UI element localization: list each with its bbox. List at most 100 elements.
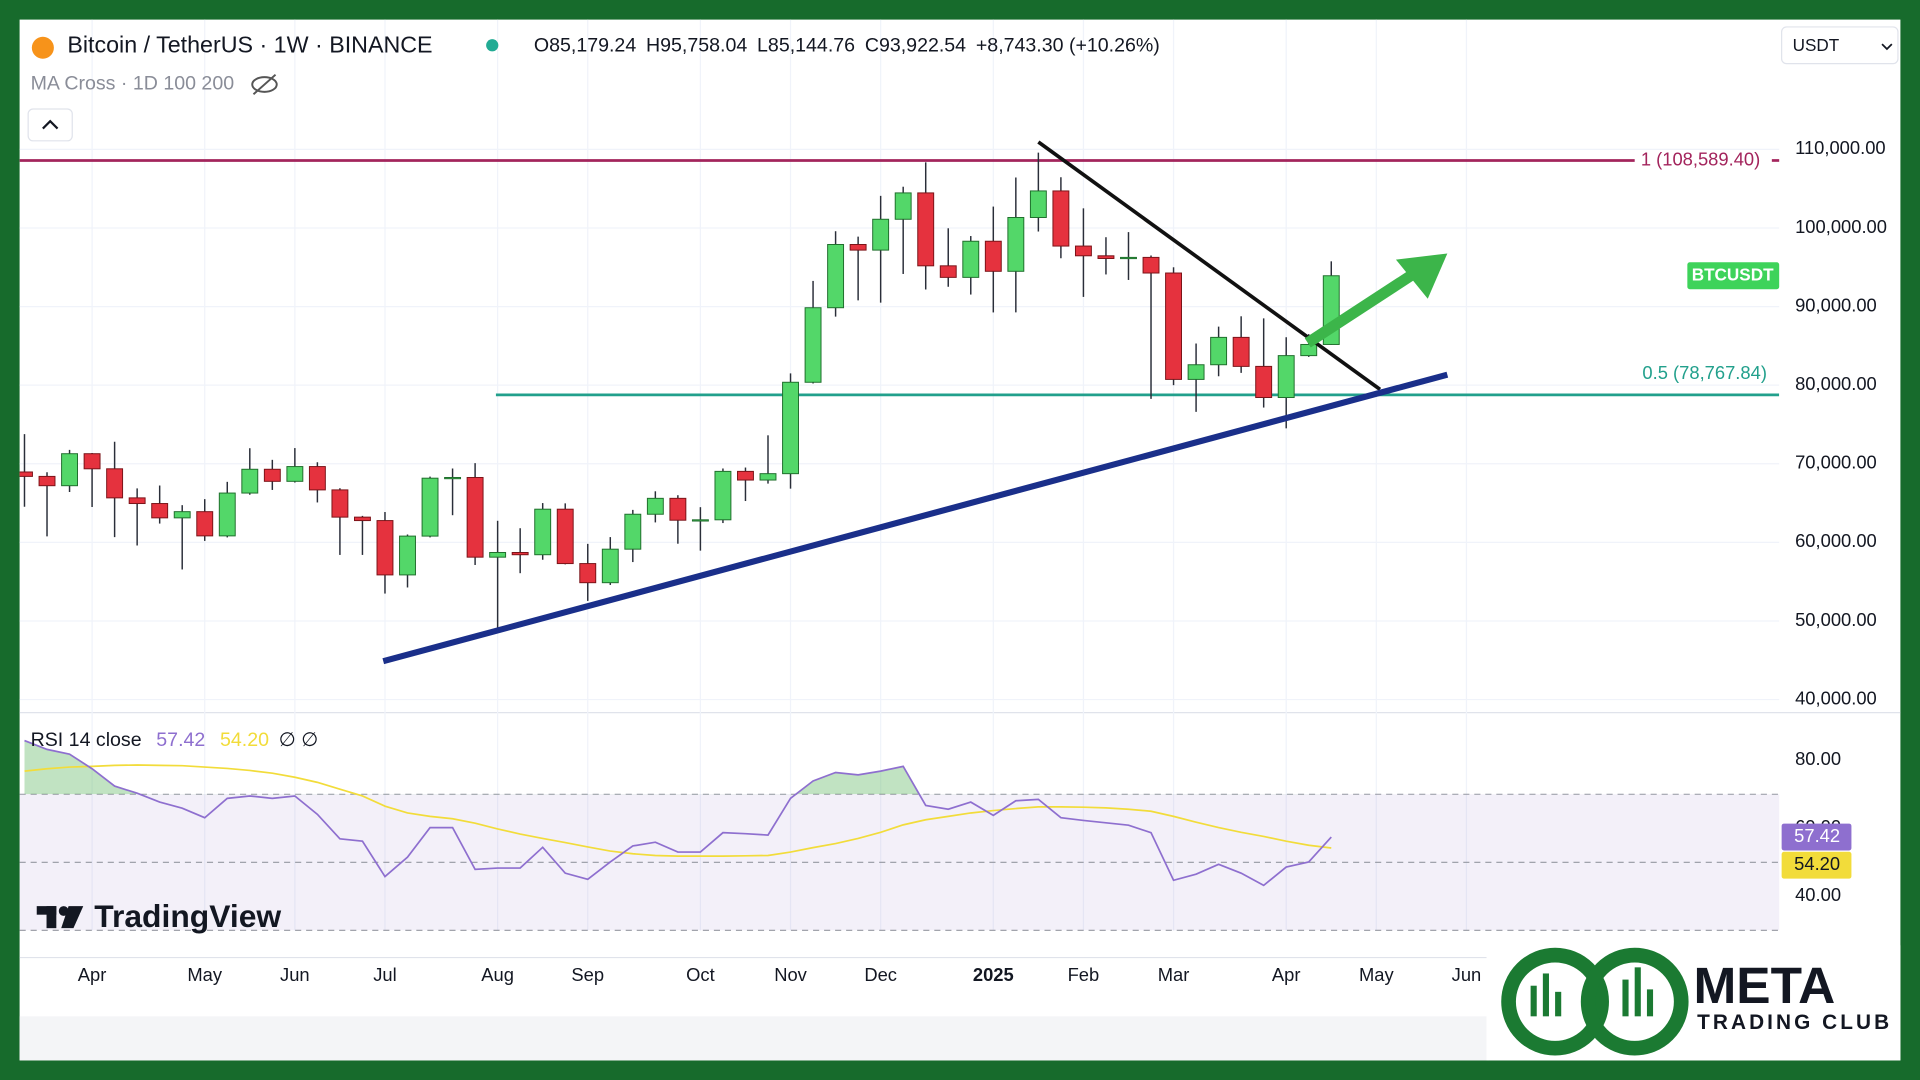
axis-labels: 40,000.00 50,000.00 60,000.00 70,000.00 80,0… xyxy=(78,137,1887,985)
x-tick-label: Aug xyxy=(481,964,514,985)
candle-body xyxy=(1097,255,1115,259)
candle-body xyxy=(1052,190,1070,247)
candle-body xyxy=(376,520,394,576)
candle-body xyxy=(939,265,957,278)
candle-body xyxy=(1007,217,1025,272)
symbol-title: Bitcoin / TetherUS · 1W · BINANCE xyxy=(67,32,432,58)
rsi-legend: RSI 14 close 57.42 54.20 ∅ ∅ xyxy=(31,729,319,751)
candle-body xyxy=(83,453,101,470)
rsi-tick-label: 40.00 xyxy=(1795,884,1841,905)
rsi-band xyxy=(19,794,1780,931)
candle-body xyxy=(714,470,732,521)
candle-body xyxy=(646,497,664,515)
brand-logo: META TRADING CLUB xyxy=(1486,945,1901,1061)
candle-body xyxy=(1142,256,1160,274)
overbought-fill xyxy=(24,740,920,795)
candle-body xyxy=(128,497,146,505)
candle-body xyxy=(218,492,236,537)
candle-body xyxy=(241,468,259,494)
rsi-tag-label: 57.42 xyxy=(1794,825,1840,846)
candle-body xyxy=(601,548,619,584)
grid xyxy=(19,19,1780,931)
currency: USDT xyxy=(1793,35,1840,55)
candle-body xyxy=(106,468,124,499)
candle-body xyxy=(1029,190,1047,218)
x-tick-label: Mar xyxy=(1158,964,1190,985)
rsi-tag-label: 54.20 xyxy=(1794,853,1840,874)
rsi-tick-label: 80.00 xyxy=(1795,748,1841,769)
ohlc-value: C93,922.54 xyxy=(865,35,966,57)
candle-body xyxy=(151,503,169,519)
symbol-icon xyxy=(31,36,54,59)
x-tick-label: Sep xyxy=(571,964,604,985)
watermark: TradingView xyxy=(36,898,281,934)
candle-body xyxy=(872,218,890,251)
candle-body xyxy=(624,513,642,550)
watermark-text: TradingView xyxy=(94,898,281,934)
arrow-shaft xyxy=(1304,264,1424,348)
candle-body xyxy=(354,516,371,522)
candle-body xyxy=(827,243,845,309)
currency-dropdown[interactable]: USDT xyxy=(1781,26,1899,65)
candle-body xyxy=(917,192,935,267)
candle-body xyxy=(579,563,597,584)
y-tick-label: 80,000.00 xyxy=(1795,373,1877,394)
candle-body xyxy=(1210,336,1228,366)
candle-body xyxy=(1120,256,1137,260)
rsi-title: RSI 14 close xyxy=(31,729,142,751)
rsi-line xyxy=(24,764,1332,858)
ohlc-value: O85,179.24 xyxy=(534,35,636,57)
x-tick-label: May xyxy=(187,964,223,985)
candle-body xyxy=(1300,343,1318,357)
candle-body xyxy=(196,511,214,537)
candle-body xyxy=(1232,336,1250,367)
y-tick-label: 40,000.00 xyxy=(1795,687,1877,708)
rsi-tag xyxy=(1781,823,1852,851)
brand-name: META xyxy=(1693,956,1835,1014)
x-tick-label: 2025 xyxy=(973,964,1014,985)
candle-body xyxy=(984,240,1002,272)
candle-body xyxy=(556,508,574,565)
x-tick-label: Oct xyxy=(686,964,715,985)
ohlc-value: +8,743.30 (+10.26%) xyxy=(976,35,1160,57)
y-tick-label: 60,000.00 xyxy=(1795,530,1877,551)
x-tick-label: Nov xyxy=(774,964,807,985)
candle-body xyxy=(19,471,33,477)
x-tick-label: Apr xyxy=(78,964,107,985)
candle-body xyxy=(331,489,349,518)
x-tick-label: Apr xyxy=(1272,964,1301,985)
candle-body xyxy=(511,551,529,556)
drawings xyxy=(382,140,1449,665)
candle-body xyxy=(849,243,867,251)
rsi-line xyxy=(24,739,1332,887)
y-tick-label: 100,000.00 xyxy=(1795,216,1887,237)
candle-body xyxy=(691,519,709,522)
y-tick-label: 70,000.00 xyxy=(1795,452,1877,473)
candle-body xyxy=(466,476,484,558)
workspace xyxy=(19,19,1901,1061)
x-tick-label: Dec xyxy=(864,964,897,985)
y-tick-label: 110,000.00 xyxy=(1795,137,1886,158)
candle-body xyxy=(737,470,754,481)
candle-body xyxy=(38,475,56,487)
hide-icon[interactable] xyxy=(251,73,278,96)
ohlc-legend: O85,179.24 H95,758.04 L85,144.76 C93,922.54… xyxy=(534,35,1160,57)
candle-body xyxy=(173,511,191,519)
candle-body xyxy=(286,466,304,482)
candle-body xyxy=(61,453,78,487)
candle-body xyxy=(263,468,281,482)
price-tag-label: BTCUSDT xyxy=(1692,264,1774,284)
rsi-pane xyxy=(19,739,1780,931)
candle-body xyxy=(308,466,326,491)
fib-level-label: 1 (108,589.40) xyxy=(1641,148,1760,169)
trendline-up xyxy=(382,371,1449,665)
candle-body xyxy=(1165,272,1183,380)
x-tick-label: Feb xyxy=(1068,964,1100,985)
collapse-button[interactable] xyxy=(27,108,73,142)
candle-body xyxy=(759,473,777,481)
x-tick-label: Jun xyxy=(280,964,310,985)
market-status xyxy=(486,39,499,52)
candle-body xyxy=(1277,355,1295,399)
